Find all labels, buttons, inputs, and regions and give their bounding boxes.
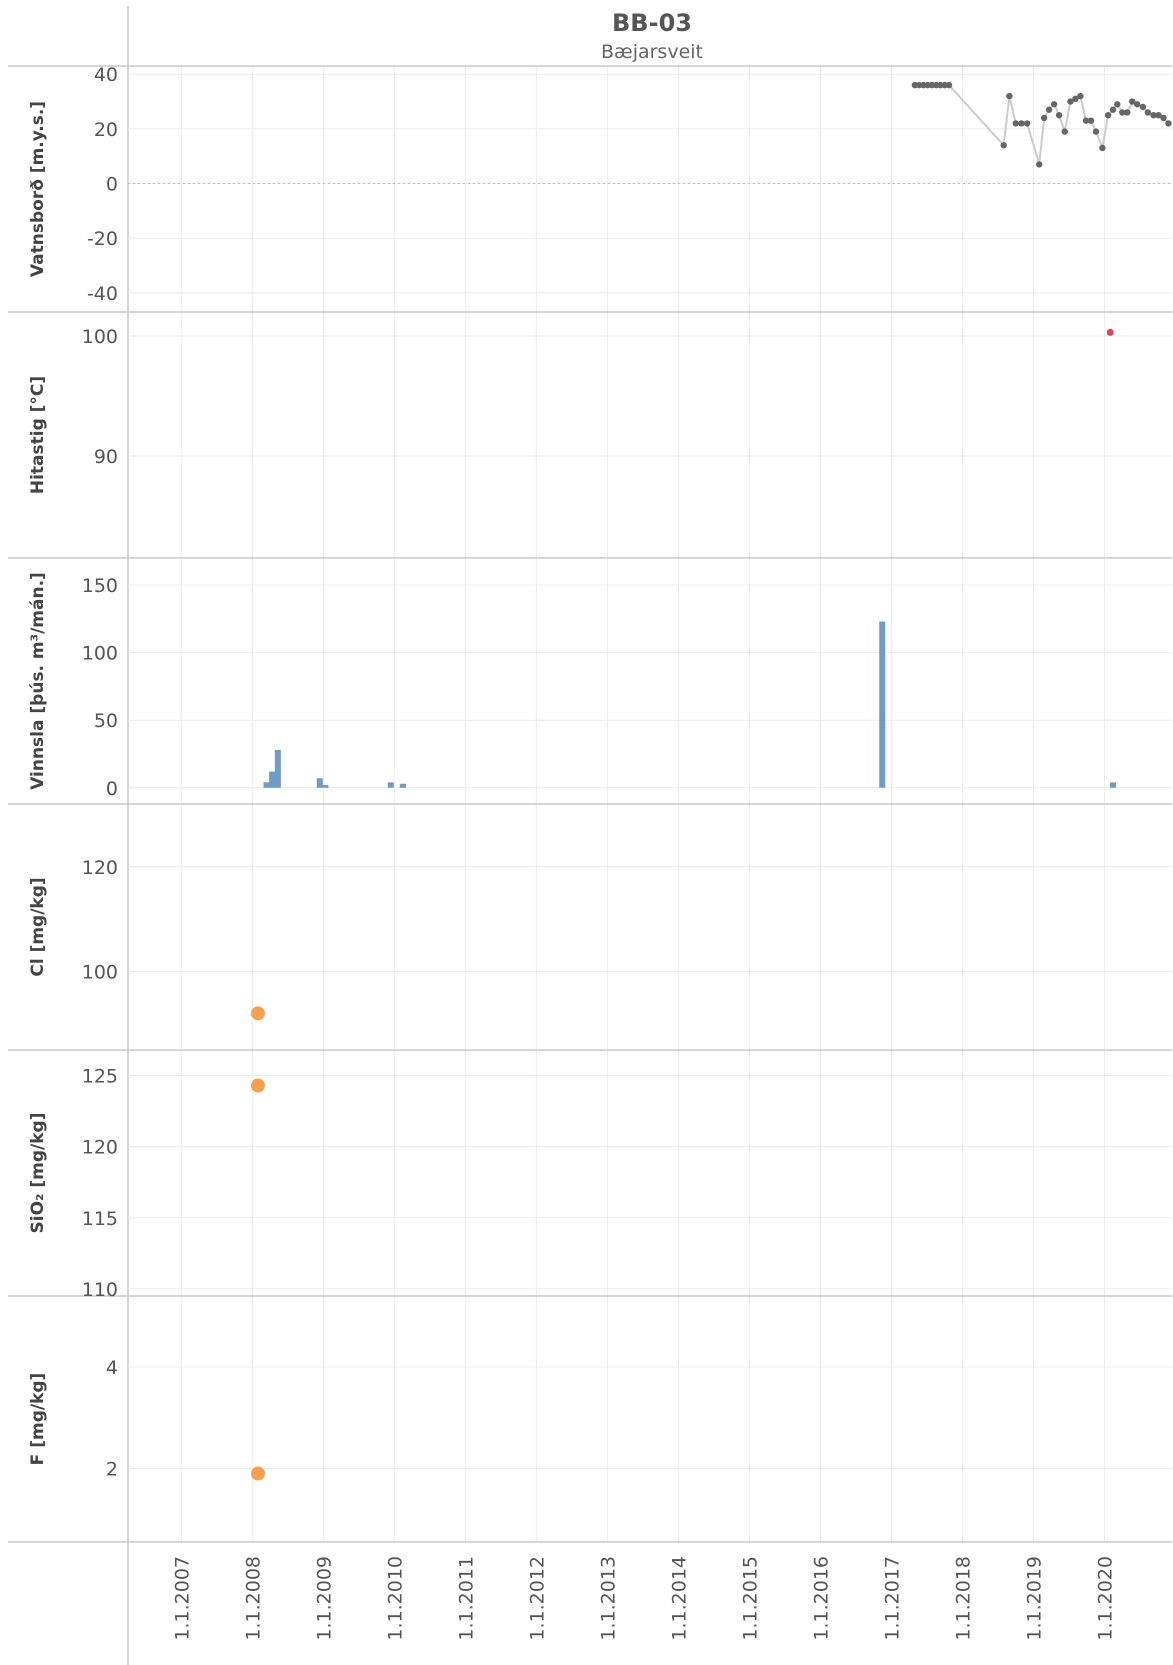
bar [1110,782,1116,787]
y-axis-label: SiO₂ [mg/kg] [28,1113,48,1234]
bar [400,784,406,788]
data-point [1110,107,1116,113]
x-axis: 1.1.2007 1.1.2008 1.1.2009 1.1.2010 1.1.2011… [171,1556,1116,1641]
panel-scatter: 120 100 Cl [mg/kg] [28,857,1172,1021]
y-tick-label: 20 [94,119,118,141]
panel-scatter: 125 120 115 110 SiO₂ [mg/kg] [28,1066,1172,1301]
y-axis-label: F [mg/kg] [28,1373,48,1466]
series-line [915,85,1169,164]
y-axis-label: Vinnsla [þús. m³/mán.] [28,572,48,790]
y-tick-label: 150 [82,575,118,597]
y-tick-label: 0 [106,778,118,800]
y-tick-label: 100 [82,326,118,348]
y-tick-label: 90 [94,446,118,468]
y-axis-label: Vatnsborð [m.y.s.] [28,101,48,277]
data-point [1088,117,1094,123]
chart-header: BB-03 Bæjarsveit [601,9,703,63]
data-point [251,1079,265,1093]
panel-scatter: 4 2 F [mg/kg] [28,1357,1172,1481]
data-point [1077,93,1083,99]
x-tick-label: 1.1.2020 [1095,1556,1117,1641]
x-tick-label: 1.1.2019 [1024,1556,1046,1641]
bar [388,782,394,787]
x-tick-label: 1.1.2011 [455,1556,477,1641]
y-tick-label: 100 [82,961,118,983]
y-tick-label: 2 [106,1458,118,1480]
bar [275,750,281,788]
bar [317,778,323,787]
data-point [251,1467,265,1481]
data-point [1093,128,1099,134]
y-tick-label: 100 [82,643,118,665]
y-axis-label: Hitastig [°C] [28,376,48,494]
x-tick-label: 1.1.2017 [881,1556,903,1641]
x-tick-label: 1.1.2007 [171,1556,193,1641]
panel-bar: 150 100 50 0 Vinnsla [þús. m³/mán.] [28,572,1172,800]
x-tick-label: 1.1.2008 [242,1556,264,1641]
y-tick-label: 0 [106,174,118,196]
y-axis-label: Cl [mg/kg] [28,877,48,976]
y-tick-label: 40 [94,64,118,86]
bar [322,785,328,788]
data-point [1105,112,1111,118]
data-point [1124,109,1130,115]
y-tick-label: 120 [82,1137,118,1159]
data-point [1099,145,1105,151]
x-tick-label: 1.1.2018 [952,1556,974,1641]
y-tick-label: 4 [106,1357,118,1379]
data-point [1046,107,1052,113]
data-point [1062,128,1068,134]
data-point [1165,120,1171,126]
data-point [1018,120,1024,126]
data-point [1006,93,1012,99]
x-tick-label: 1.1.2010 [384,1556,406,1641]
bar [263,782,269,787]
data-point [1107,329,1114,336]
y-tick-label: -20 [87,228,118,250]
y-tick-label: -40 [87,283,118,305]
data-point [1024,120,1030,126]
y-tick-label: 110 [82,1279,118,1301]
data-point [1000,142,1006,148]
chart-subtitle: Bæjarsveit [601,41,703,63]
data-point [1145,109,1151,115]
y-tick-label: 125 [82,1066,118,1088]
data-point [946,82,952,88]
x-tick-label: 1.1.2012 [526,1556,548,1641]
data-point [1134,101,1140,107]
data-point [251,1006,265,1020]
chart-title: BB-03 [612,9,692,37]
y-tick-label: 120 [82,857,118,879]
x-tick-label: 1.1.2009 [313,1556,335,1641]
bar [879,622,885,788]
data-point [1051,101,1057,107]
data-point [1056,112,1062,118]
x-tick-label: 1.1.2013 [597,1556,619,1641]
x-tick-label: 1.1.2014 [668,1556,690,1641]
panel-line: 40 20 0 -20 -40 Vatnsborð [m.y.s.] [28,64,1172,305]
x-tick-label: 1.1.2015 [739,1556,761,1641]
data-point [1041,115,1047,121]
y-tick-label: 50 [94,710,118,732]
x-tick-label: 1.1.2016 [810,1556,832,1641]
data-point [1114,101,1120,107]
bar [269,772,275,788]
data-point [1140,104,1146,110]
data-point [1013,120,1019,126]
y-tick-label: 115 [82,1208,118,1230]
data-point [1160,115,1166,121]
panel-scatter: 100 90 Hitastig [°C] [28,326,1172,494]
data-point [1036,161,1042,167]
